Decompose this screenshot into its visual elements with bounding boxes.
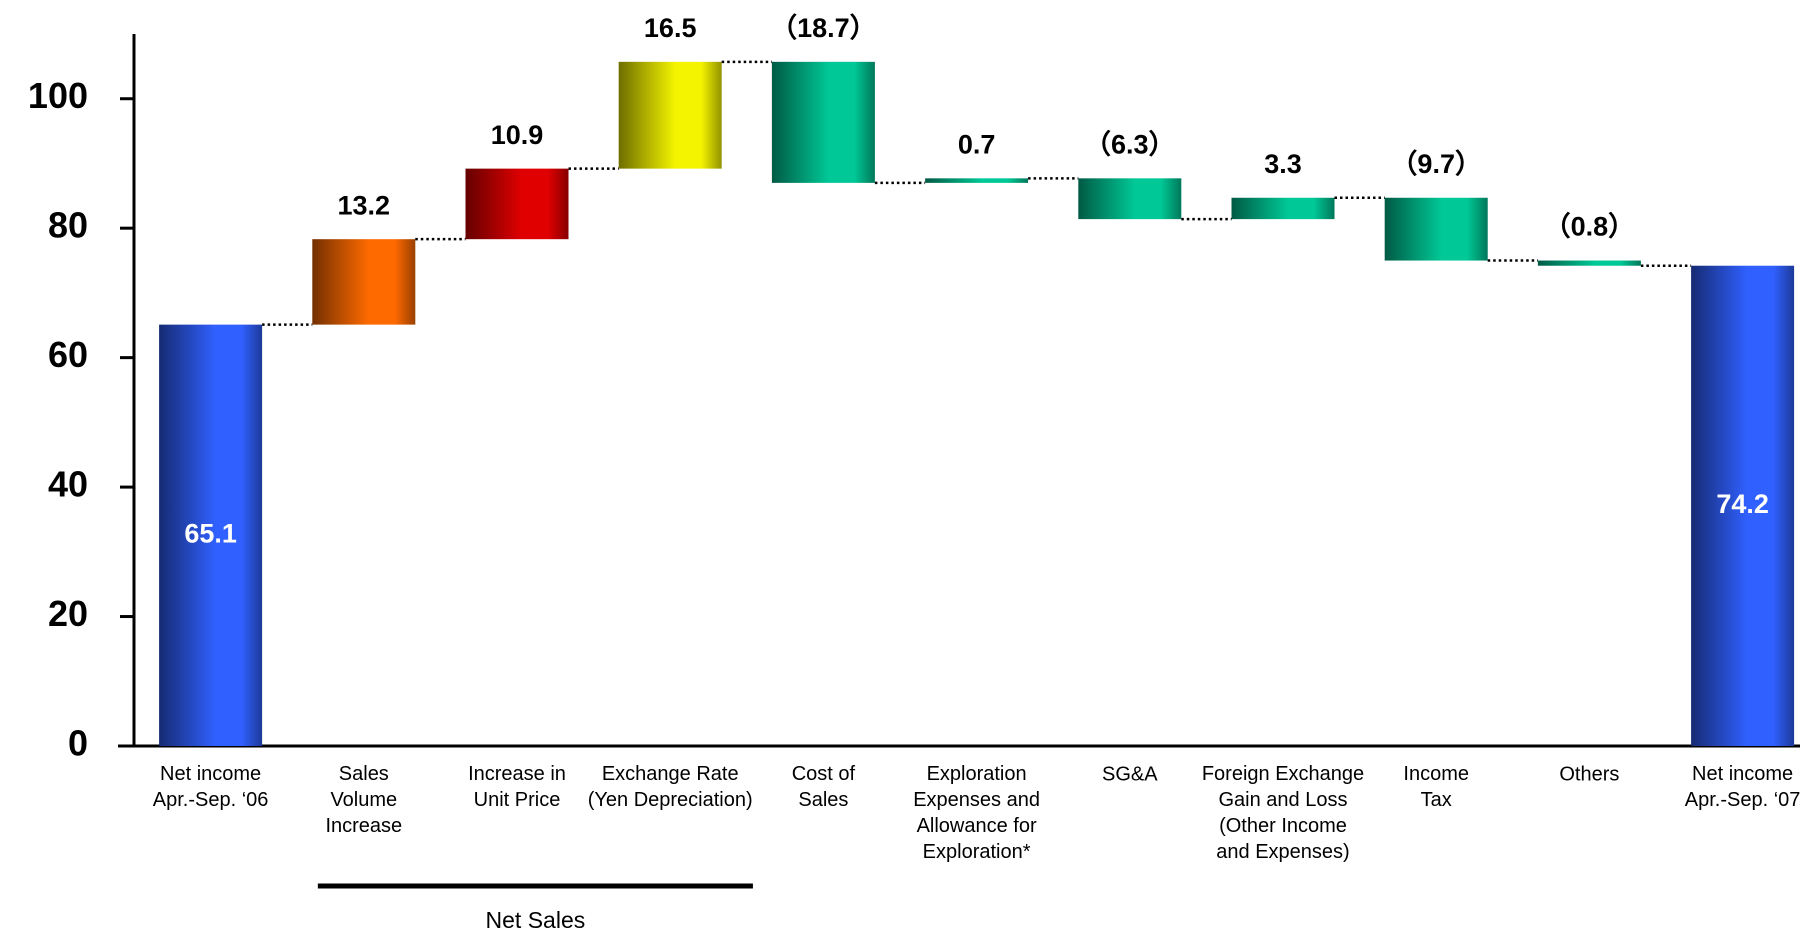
bar [159, 324, 263, 746]
y-tick-label: 60 [48, 334, 88, 375]
bar [771, 61, 875, 183]
value-label: 16.5 [644, 13, 697, 43]
bar [925, 178, 1029, 183]
x-tick-label: Income Tax [1403, 763, 1469, 811]
value-label: 13.2 [338, 190, 391, 220]
x-tick-label: Foreign Exchange Gain and Loss (Other Inco… [1202, 763, 1364, 863]
value-label: 74.2 [1716, 489, 1769, 519]
bar [465, 168, 569, 240]
value-label: 0.7 [958, 129, 996, 159]
value-label: （18.7） [770, 13, 877, 43]
x-tick-label: Exchange Rate (Yen Depreciation) [588, 763, 753, 811]
group-label: Net Sales [486, 907, 586, 933]
value-label: （6.3） [1084, 129, 1176, 159]
x-tick-label: Cost of Sales [792, 763, 856, 811]
x-tick-label: Sales Volume Increase [325, 763, 402, 837]
x-tick-label: Net income Apr.-Sep. ‘07 [1685, 763, 1800, 811]
y-tick-label: 40 [48, 464, 88, 505]
x-tick-label: Others [1559, 763, 1619, 785]
y-tick-label: 20 [48, 593, 88, 634]
y-tick-label: 80 [48, 205, 88, 246]
y-tick-label: 100 [28, 75, 88, 116]
bar [312, 239, 416, 325]
y-tick-label: 0 [68, 723, 88, 764]
x-tick-label: Net income Apr.-Sep. ‘06 [153, 763, 269, 811]
x-tick-label: Exploration Expenses and Allowance for Expl… [913, 763, 1040, 863]
value-label: （0.8） [1544, 212, 1636, 242]
x-tick-label: Increase in Unit Price [468, 763, 566, 811]
bar [1078, 178, 1182, 220]
bar [1691, 265, 1795, 746]
bar [618, 61, 722, 169]
value-label: 65.1 [184, 518, 237, 548]
x-tick-label: SG&A [1102, 763, 1158, 785]
bar [1384, 197, 1488, 261]
value-label: 3.3 [1264, 149, 1302, 179]
bar [1537, 260, 1641, 266]
value-label: （9.7） [1390, 149, 1482, 179]
bar [1231, 197, 1335, 220]
value-label: 10.9 [491, 120, 544, 150]
